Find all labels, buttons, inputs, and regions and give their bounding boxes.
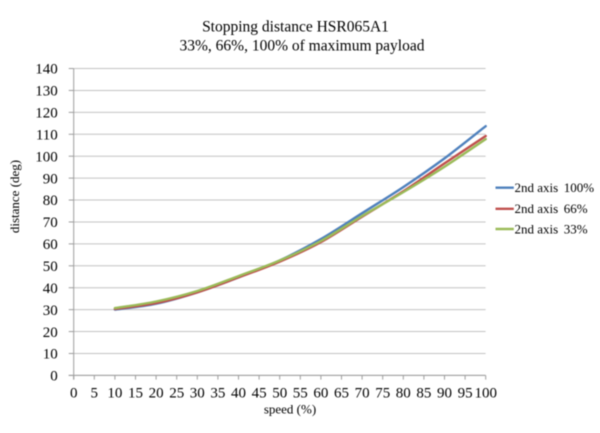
svg-text:25: 25 (169, 386, 184, 402)
svg-text:100: 100 (35, 149, 58, 165)
svg-text:10: 10 (107, 386, 122, 402)
svg-text:50: 50 (43, 259, 58, 275)
svg-text:100%: 100% (564, 180, 595, 195)
svg-text:80: 80 (43, 193, 58, 209)
svg-text:33%, 66%, 100% of maximum payl: 33%, 66%, 100% of maximum payload (180, 38, 425, 55)
svg-text:50: 50 (272, 386, 287, 402)
svg-text:40: 40 (43, 281, 58, 297)
svg-text:45: 45 (252, 386, 267, 402)
svg-text:2nd axis: 2nd axis (515, 201, 559, 216)
svg-text:90: 90 (437, 386, 452, 402)
svg-text:20: 20 (149, 386, 164, 402)
svg-text:2nd axis: 2nd axis (515, 180, 559, 195)
svg-text:130: 130 (35, 84, 58, 100)
svg-text:120: 120 (35, 106, 58, 122)
svg-text:30: 30 (190, 386, 205, 402)
svg-text:85: 85 (416, 386, 431, 402)
svg-text:35: 35 (210, 386, 225, 402)
svg-text:80: 80 (396, 386, 411, 402)
svg-text:15: 15 (128, 386, 143, 402)
svg-text:distance (deg): distance (deg) (7, 160, 22, 233)
svg-text:100: 100 (474, 386, 497, 402)
svg-text:95: 95 (458, 386, 473, 402)
svg-text:140: 140 (35, 62, 58, 78)
svg-text:75: 75 (375, 386, 390, 402)
svg-text:60: 60 (43, 237, 58, 253)
svg-text:60: 60 (313, 386, 328, 402)
svg-text:0: 0 (70, 386, 78, 402)
svg-text:2nd axis: 2nd axis (515, 221, 559, 236)
svg-text:Stopping distance HSR065A1: Stopping distance HSR065A1 (202, 19, 389, 36)
svg-text:90: 90 (43, 171, 58, 187)
svg-text:70: 70 (43, 215, 58, 231)
svg-text:speed (%): speed (%) (264, 401, 316, 416)
svg-text:110: 110 (36, 127, 58, 143)
svg-text:40: 40 (231, 386, 246, 402)
svg-text:55: 55 (293, 386, 308, 402)
svg-text:70: 70 (355, 386, 370, 402)
svg-text:65: 65 (334, 386, 349, 402)
svg-text:33%: 33% (564, 221, 588, 236)
svg-text:30: 30 (43, 303, 58, 319)
svg-text:5: 5 (91, 386, 99, 402)
svg-text:20: 20 (43, 325, 58, 341)
svg-text:66%: 66% (564, 201, 588, 216)
svg-text:10: 10 (43, 347, 58, 363)
svg-text:0: 0 (50, 369, 58, 385)
